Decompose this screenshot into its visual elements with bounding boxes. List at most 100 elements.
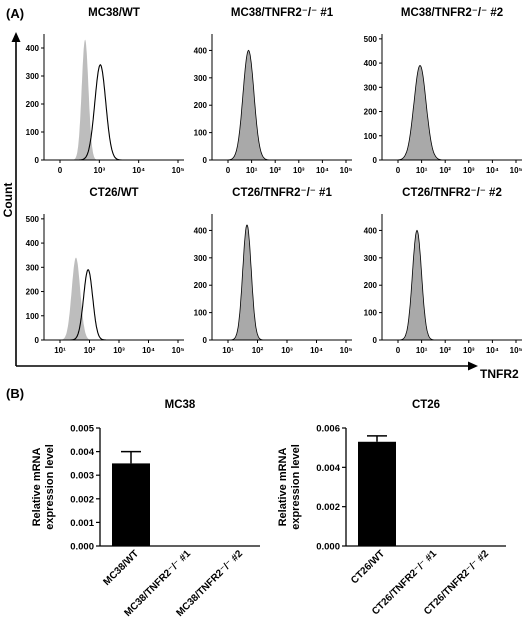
- y-tick-label: 200: [26, 100, 40, 109]
- y-tick-label: 100: [364, 309, 378, 318]
- y-tick-label: 200: [26, 288, 40, 297]
- histogram-panel-6: CT26/TNFR2⁻/⁻ #2 0 100 200 300 400 0 10¹ 10² 10³ 1…: [364, 187, 523, 355]
- y-tick-label: 0.000: [316, 542, 340, 553]
- x-tick-label: 10⁴: [316, 166, 329, 175]
- count-axis-arrow: [11, 32, 478, 371]
- y-tick-label: 0.005: [70, 424, 94, 435]
- y-tick-label: 400: [364, 59, 378, 68]
- y-tick-label: 0.003: [70, 471, 94, 482]
- isotype-histogram: [71, 39, 99, 160]
- y-tick-label: 300: [26, 263, 40, 272]
- x-tick-label: 10⁴: [310, 346, 323, 355]
- isotype-histogram: [58, 257, 93, 340]
- histogram-title: CT26/WT: [89, 187, 138, 199]
- x-tick-label: 0: [396, 166, 401, 175]
- x-tick-label: 10³: [113, 346, 125, 355]
- y-tick-label: 0.004: [70, 447, 94, 458]
- ylabel-line: expression level: [290, 444, 302, 530]
- y-tick-label: 300: [364, 83, 378, 92]
- y-tick-label: 0: [373, 336, 378, 345]
- x-tick-label: 10⁴: [486, 346, 499, 355]
- bar: [112, 463, 150, 546]
- isotype-histogram: [226, 49, 271, 161]
- x-tick-label: 10⁴: [132, 166, 145, 175]
- y-tick-label: 200: [194, 101, 208, 110]
- x-tick-label: 0: [396, 346, 401, 355]
- x-tick-label: 10²: [252, 346, 264, 355]
- y-tick-label: 500: [364, 35, 378, 44]
- tnfr2-axis-label: TNFR2: [480, 367, 519, 381]
- histogram-title: CT26/TNFR2⁻/⁻ #2: [402, 187, 502, 199]
- y-tick-label: 0.006: [316, 424, 340, 435]
- bar-ylabel: Relative mRNAexpression level: [31, 444, 56, 530]
- y-tick-label: 400: [194, 226, 208, 235]
- ylabel-line: expression level: [44, 444, 56, 530]
- y-tick-label: 0: [203, 336, 208, 345]
- x-tick-label: 10¹: [54, 346, 66, 355]
- histogram-panel-3: MC38/TNFR2⁻/⁻ #2 0 100 200 300 400 500 0 10¹ 10² 1…: [364, 7, 523, 175]
- x-tick-label: 10³: [281, 346, 293, 355]
- x-tick-label: 10⁵: [510, 346, 523, 355]
- x-tick-label: 10⁵: [172, 166, 185, 175]
- histogram-title: CT26/TNFR2⁻/⁻ #1: [232, 187, 332, 199]
- x-tick-label: 10⁵: [340, 166, 353, 175]
- x-tick-label: 10²: [84, 346, 96, 355]
- y-tick-label: 0: [35, 156, 40, 165]
- y-tick-label: 100: [26, 128, 40, 137]
- x-tick-label: 10¹: [246, 166, 258, 175]
- y-tick-label: 200: [194, 281, 208, 290]
- isotype-histogram: [398, 229, 436, 341]
- y-tick-label: 300: [194, 74, 208, 83]
- category-label: CT26/WT: [349, 548, 387, 586]
- x-tick-label: 10¹: [416, 166, 428, 175]
- y-tick-label: 0.002: [70, 494, 94, 505]
- x-tick-label: 10⁵: [340, 346, 353, 355]
- histogram-panel-4: CT26/WT 0 100 200 300 400 500 10¹ 10² 10³ 10⁴ 10⁵: [26, 187, 185, 355]
- bar-chart-title: CT26: [412, 399, 440, 411]
- histogram-panel-1: MC38/WT 0 100 200 300 400 0 10³ 10⁴ 10⁵: [26, 7, 185, 175]
- y-tick-label: 300: [364, 254, 378, 263]
- x-tick-label: 10³: [463, 166, 475, 175]
- x-tick-label: 10¹: [416, 346, 428, 355]
- bar: [358, 441, 396, 546]
- bar-ylabel: Relative mRNAexpression level: [277, 444, 302, 530]
- histogram-title: MC38/WT: [88, 7, 140, 19]
- x-tick-label: 10³: [463, 346, 475, 355]
- category-label: MC38/WT: [102, 548, 142, 588]
- y-tick-label: 0.000: [70, 542, 94, 553]
- y-tick-label: 100: [364, 132, 378, 141]
- y-tick-label: 400: [194, 46, 208, 55]
- histogram-title: MC38/TNFR2⁻/⁻ #1: [231, 7, 334, 19]
- count-axis-label: Count: [1, 183, 15, 218]
- y-tick-label: 0.002: [316, 502, 340, 513]
- y-tick-label: 0: [203, 156, 208, 165]
- x-tick-label: 10³: [293, 166, 305, 175]
- ylabel-line: Relative mRNA: [31, 448, 43, 527]
- panel-label-b: (B): [6, 386, 24, 401]
- x-tick-label: 10⁵: [172, 346, 185, 355]
- bar-chart-mc38: MC38 Relative mRNAexpression level 0.000 0.…: [31, 399, 260, 619]
- y-tick-label: 0: [35, 336, 40, 345]
- bar-chart-ct26: CT26 Relative mRNAexpression level 0.000 0.…: [277, 399, 506, 617]
- y-tick-label: 0: [373, 156, 378, 165]
- y-tick-label: 200: [364, 281, 378, 290]
- x-tick-label: 10²: [269, 166, 281, 175]
- x-tick-label: 10²: [439, 346, 451, 355]
- histogram-title: MC38/TNFR2⁻/⁻ #2: [401, 7, 503, 19]
- x-tick-label: 0: [226, 166, 231, 175]
- y-tick-label: 0.004: [316, 463, 340, 474]
- x-tick-label: 10²: [439, 166, 451, 175]
- ylabel-line: Relative mRNA: [277, 448, 289, 527]
- tnfr2-stain-histogram: [69, 268, 107, 341]
- y-tick-label: 200: [364, 108, 378, 117]
- histogram-panel-2: MC38/TNFR2⁻/⁻ #1 0 100 200 300 400 0 10¹ 10² 10³ 1…: [194, 7, 353, 175]
- tnfr2-stain-histogram: [78, 64, 123, 161]
- y-tick-label: 0.001: [70, 518, 94, 529]
- y-tick-label: 100: [194, 129, 208, 138]
- histogram-panel-5: CT26/TNFR2⁻/⁻ #1 0 100 200 300 400 10¹ 10² 10³ 10…: [194, 187, 353, 355]
- x-tick-label: 10³: [94, 166, 106, 175]
- bar-chart-title: MC38: [165, 399, 196, 411]
